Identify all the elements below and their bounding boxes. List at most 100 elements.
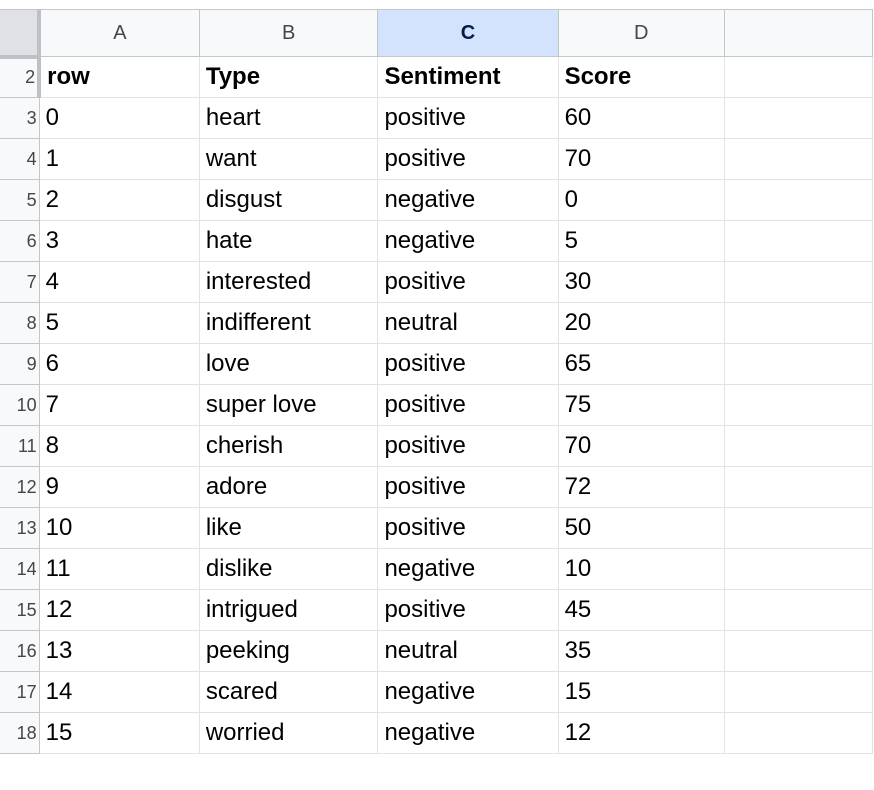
cell-type[interactable]: want [198,138,379,180]
empty-cell[interactable] [724,630,873,672]
row-header[interactable]: 4 [0,138,40,180]
cell-row[interactable]: 13 [38,630,200,672]
cell-row[interactable]: 6 [38,343,200,385]
cell-type[interactable]: hate [198,220,379,262]
cell-sentiment[interactable]: negative [377,671,559,713]
row-header[interactable]: 12 [0,466,40,508]
cell-score[interactable]: 50 [557,507,726,549]
cell-row[interactable]: 15 [38,712,200,754]
cell-row[interactable]: 9 [38,466,200,508]
cell-type[interactable]: interested [198,261,379,303]
cell-type[interactable]: heart [198,97,379,139]
row-header[interactable]: 16 [0,630,40,672]
column-header-e[interactable] [724,9,873,57]
empty-cell[interactable] [724,466,873,508]
row-header[interactable]: 14 [0,548,40,590]
empty-cell[interactable] [724,712,873,754]
cell-score[interactable]: 70 [557,425,726,467]
header-cell-sentiment[interactable]: Sentiment [377,56,559,98]
cell-row[interactable]: 2 [38,179,200,221]
cell-type[interactable]: intrigued [198,589,379,631]
cell-score[interactable]: 12 [557,712,726,754]
row-header[interactable]: 8 [0,302,40,344]
row-header[interactable]: 2 [0,56,42,98]
empty-cell[interactable] [724,302,873,344]
row-header[interactable]: 17 [0,671,40,713]
cell-score[interactable]: 20 [557,302,726,344]
cell-row[interactable]: 7 [38,384,200,426]
column-header-a[interactable]: A [38,9,200,57]
cell-score[interactable]: 15 [557,671,726,713]
row-header[interactable]: 7 [0,261,40,303]
cell-sentiment[interactable]: negative [377,220,559,262]
column-header-d[interactable]: D [557,9,726,57]
row-header[interactable]: 13 [0,507,40,549]
cell-type[interactable]: scared [198,671,379,713]
cell-row[interactable]: 0 [38,97,200,139]
cell-sentiment[interactable]: negative [377,179,559,221]
empty-cell[interactable] [724,220,873,262]
empty-cell[interactable] [724,261,873,303]
cell-sentiment[interactable]: positive [377,97,559,139]
cell-row[interactable]: 11 [38,548,200,590]
empty-cell[interactable] [724,589,873,631]
select-all-corner[interactable] [0,9,42,59]
row-header[interactable]: 3 [0,97,40,139]
empty-cell[interactable] [724,671,873,713]
row-header[interactable]: 9 [0,343,40,385]
cell-type[interactable]: dislike [198,548,379,590]
cell-score[interactable]: 30 [557,261,726,303]
header-cell-score[interactable]: Score [557,56,726,98]
cell-type[interactable]: super love [198,384,379,426]
cell-row[interactable]: 10 [38,507,200,549]
empty-cell[interactable] [724,507,873,549]
cell-sentiment[interactable]: positive [377,261,559,303]
cell-sentiment[interactable]: positive [377,507,559,549]
cell-score[interactable]: 5 [557,220,726,262]
empty-cell[interactable] [724,425,873,467]
header-cell-type[interactable]: Type [198,56,379,98]
column-header-c[interactable]: C [377,9,559,57]
cell-sentiment[interactable]: positive [377,138,559,180]
cell-score[interactable]: 0 [557,179,726,221]
cell-sentiment[interactable]: positive [377,425,559,467]
cell-score[interactable]: 35 [557,630,726,672]
cell-type[interactable]: peeking [198,630,379,672]
empty-cell[interactable] [724,343,873,385]
header-cell-row[interactable]: row [38,56,200,98]
empty-cell[interactable] [724,138,873,180]
empty-cell[interactable] [724,56,873,98]
cell-type[interactable]: disgust [198,179,379,221]
cell-sentiment[interactable]: positive [377,384,559,426]
empty-cell[interactable] [724,97,873,139]
cell-sentiment[interactable]: positive [377,589,559,631]
row-header[interactable]: 10 [0,384,40,426]
cell-type[interactable]: indifferent [198,302,379,344]
cell-row[interactable]: 14 [38,671,200,713]
cell-type[interactable]: love [198,343,379,385]
empty-cell[interactable] [724,384,873,426]
cell-sentiment[interactable]: neutral [377,630,559,672]
cell-sentiment[interactable]: positive [377,343,559,385]
row-header[interactable]: 18 [0,712,40,754]
cell-sentiment[interactable]: positive [377,466,559,508]
cell-type[interactable]: cherish [198,425,379,467]
cell-row[interactable]: 12 [38,589,200,631]
cell-score[interactable]: 45 [557,589,726,631]
cell-score[interactable]: 10 [557,548,726,590]
cell-score[interactable]: 75 [557,384,726,426]
row-header[interactable]: 15 [0,589,40,631]
cell-sentiment[interactable]: negative [377,712,559,754]
row-header[interactable]: 5 [0,179,40,221]
cell-row[interactable]: 3 [38,220,200,262]
cell-score[interactable]: 60 [557,97,726,139]
row-header[interactable]: 6 [0,220,40,262]
cell-score[interactable]: 65 [557,343,726,385]
row-header[interactable]: 11 [0,425,40,467]
cell-score[interactable]: 72 [557,466,726,508]
column-header-b[interactable]: B [198,9,379,57]
empty-cell[interactable] [724,548,873,590]
cell-sentiment[interactable]: negative [377,548,559,590]
cell-row[interactable]: 1 [38,138,200,180]
empty-cell[interactable] [724,179,873,221]
